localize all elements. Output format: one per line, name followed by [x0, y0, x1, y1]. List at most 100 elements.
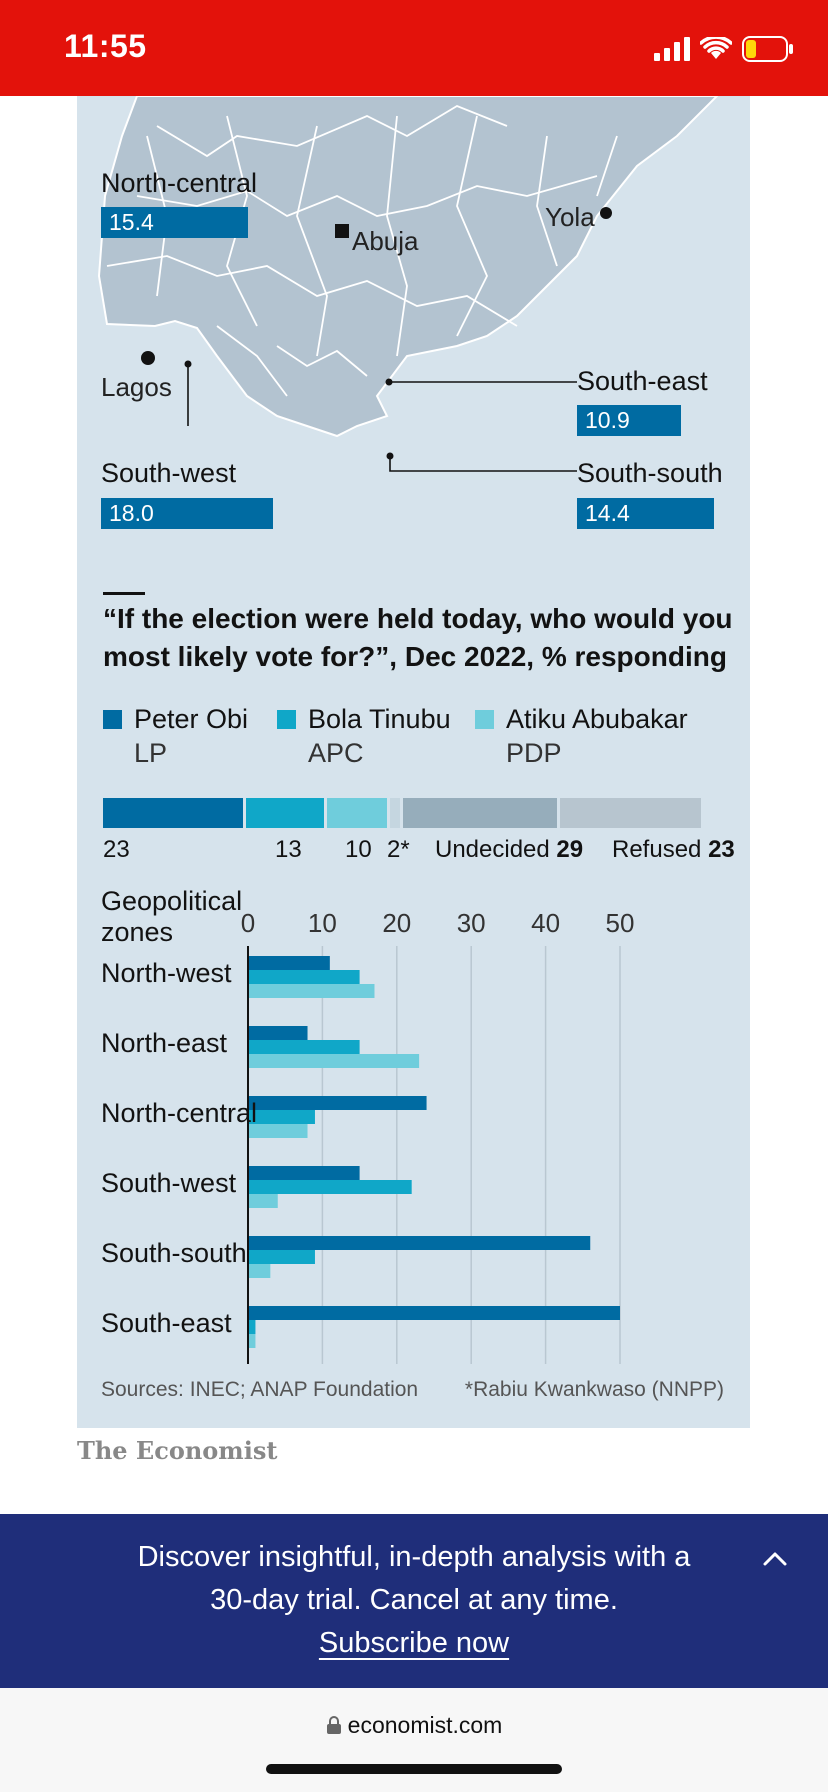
promo-text: Discover insightful, in-depth analysis w…	[100, 1536, 728, 1665]
category-label: South-west	[101, 1168, 237, 1198]
status-bar: 11:55	[0, 0, 828, 96]
sources-note: Sources: INEC; ANAP Foundation	[101, 1378, 419, 1401]
x-tick-label: 40	[531, 908, 561, 938]
legend-swatch-tinubu	[277, 710, 296, 729]
bar-north-east-atiku-abubakar	[248, 1054, 420, 1068]
yola-marker	[600, 207, 612, 219]
bar-north-central-atiku-abubakar	[248, 1124, 308, 1138]
category-label: South-south	[101, 1238, 247, 1268]
city-label-lagos: Lagos	[101, 372, 172, 402]
bar-north-central-bola-tinubu	[248, 1110, 315, 1124]
promo-line1: Discover insightful, in-depth analysis w…	[137, 1541, 691, 1573]
stack-segment-obi	[103, 798, 243, 828]
status-time: 11:55	[64, 28, 147, 64]
url-display[interactable]: economist.com	[0, 1712, 828, 1739]
stack-label-undecided-word: Undecided	[435, 836, 550, 863]
legend-name-atiku: Atiku Abubakar	[506, 704, 688, 734]
legend-swatch-atiku	[475, 710, 494, 729]
legend-party-obi: LP	[134, 738, 168, 768]
category-label: South-east	[101, 1308, 232, 1338]
zone-label-south-east: South-east	[577, 366, 708, 396]
zone-label-south-south: South-south	[577, 458, 723, 488]
bar-north-west-bola-tinubu	[248, 970, 360, 984]
zone-bar-north-central: 15.4	[101, 207, 248, 238]
stack-label-refused-value: 23	[708, 836, 735, 863]
legend-swatch-obi	[103, 710, 122, 729]
x-tick-label: 20	[382, 908, 412, 938]
legend-name-obi: Peter Obi	[134, 704, 249, 734]
zone-label-north-central: North-central	[101, 168, 258, 198]
zone-bar-south-west: 18.0	[101, 498, 273, 529]
bar-south-west-peter-obi	[248, 1166, 360, 1180]
stack-label-refused-word: Refused	[612, 836, 702, 863]
zone-bar-south-south: 14.4	[577, 498, 714, 529]
x-tick-label: 0	[240, 908, 256, 938]
chevron-up-icon[interactable]	[760, 1544, 790, 1574]
city-label-yola: Yola	[545, 202, 595, 232]
category-label: North-west	[101, 958, 232, 988]
legend-party-atiku: PDP	[506, 738, 562, 768]
bar-north-east-bola-tinubu	[248, 1040, 360, 1054]
south-south-leader	[389, 456, 577, 472]
stack-label-tinubu: 13	[275, 836, 302, 863]
bar-south-south-bola-tinubu	[248, 1250, 315, 1264]
subscribe-link[interactable]: Subscribe now	[318, 1627, 510, 1659]
signal-icon	[654, 37, 690, 61]
abuja-square	[335, 224, 349, 238]
bar-north-west-atiku-abubakar	[248, 984, 375, 998]
geo-title-line2: zones	[101, 917, 174, 947]
legend-party-tinubu: APC	[308, 738, 364, 768]
economist-brand: The Economist	[77, 1436, 278, 1465]
home-indicator	[266, 1764, 562, 1774]
geo-title: Geopolitical zones	[101, 886, 242, 948]
stack-label-obi: 23	[103, 836, 130, 863]
lagos-leader-dot	[184, 360, 192, 368]
bar-south-east-bola-tinubu	[248, 1320, 256, 1334]
bar-north-central-peter-obi	[248, 1096, 427, 1110]
nigeria-map	[97, 96, 719, 472]
category-label: North-east	[101, 1028, 228, 1058]
footnote: *Rabiu Kwankwaso (NNPP)	[464, 1378, 724, 1401]
title-rule	[103, 592, 145, 595]
stack-label-atiku: 10	[345, 836, 372, 863]
url-text: economist.com	[347, 1712, 503, 1738]
stack-segment-refused	[560, 798, 701, 828]
browser-url-bar[interactable]: economist.com	[0, 1688, 828, 1792]
geo-title-line1: Geopolitical	[101, 886, 243, 916]
lagos-marker	[141, 351, 155, 365]
city-label-abuja: Abuja	[352, 226, 419, 256]
bar-south-south-atiku-abubakar	[248, 1264, 271, 1278]
south-south-dot	[386, 452, 394, 460]
stack-segment-atiku	[327, 798, 387, 828]
stack-label-other: 2*	[387, 836, 410, 863]
wifi-icon	[700, 37, 732, 59]
stack-label-undecided-value: 29	[556, 836, 584, 863]
bar-north-east-peter-obi	[248, 1026, 308, 1040]
chart-question: “If the election were held today, who wo…	[103, 603, 733, 672]
x-tick-label: 50	[605, 908, 635, 938]
battery-icon	[742, 36, 793, 62]
x-tick-label: 30	[456, 908, 486, 938]
subscription-banner: Discover insightful, in-depth analysis w…	[0, 1514, 828, 1688]
bar-south-west-bola-tinubu	[248, 1180, 412, 1194]
bar-south-east-atiku-abubakar	[248, 1334, 256, 1348]
stack-label-undecided: Undecided 29	[435, 836, 583, 864]
stack-segment-undecided	[403, 798, 557, 828]
stack-segment-tinubu	[246, 798, 324, 828]
zone-bar-chart	[247, 946, 621, 1364]
x-tick-label: 10	[307, 908, 337, 938]
bar-south-south-peter-obi	[248, 1236, 591, 1250]
south-east-dot	[385, 378, 393, 386]
nigeria-landmass	[97, 96, 719, 438]
zone-label-south-west: South-west	[101, 458, 237, 488]
status-icons	[654, 36, 794, 62]
bar-north-west-peter-obi	[248, 956, 330, 970]
bar-south-west-atiku-abubakar	[248, 1194, 278, 1208]
lock-icon	[326, 1716, 341, 1734]
stack-label-refused: Refused 23	[612, 836, 735, 864]
category-label: North-central	[101, 1098, 258, 1128]
promo-line2: 30-day trial. Cancel at any time.	[210, 1584, 618, 1616]
bar-south-east-peter-obi	[248, 1306, 620, 1320]
stack-segment-other	[390, 798, 400, 828]
zone-bar-south-east: 10.9	[577, 405, 681, 436]
